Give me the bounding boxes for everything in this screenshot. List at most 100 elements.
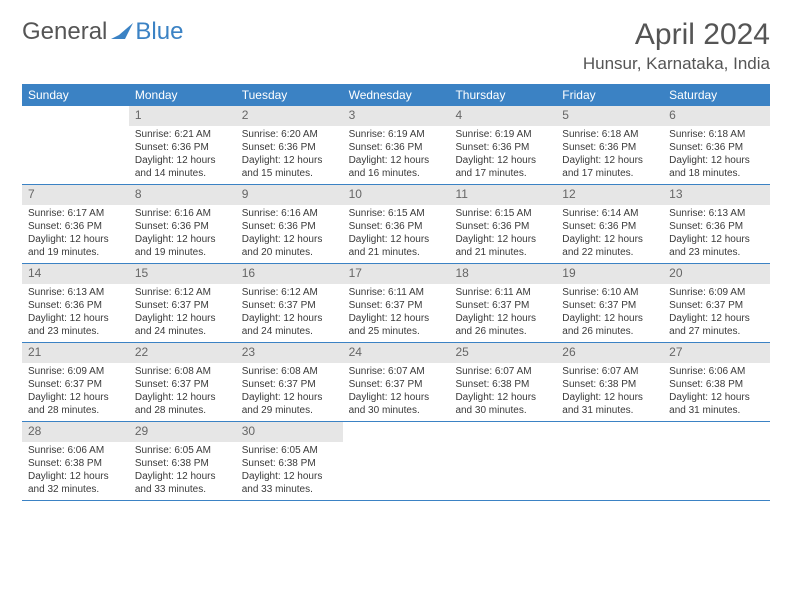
calendar-cell [556, 422, 663, 500]
sunrise-text: Sunrise: 6:12 AM [135, 286, 230, 299]
calendar-week-row: 1Sunrise: 6:21 AMSunset: 6:36 PMDaylight… [22, 106, 770, 185]
sunset-text: Sunset: 6:36 PM [349, 141, 444, 154]
day-body: Sunrise: 6:11 AMSunset: 6:37 PMDaylight:… [343, 284, 450, 342]
day-number: 28 [22, 422, 129, 442]
calendar-cell: 2Sunrise: 6:20 AMSunset: 6:36 PMDaylight… [236, 106, 343, 184]
sunrise-text: Sunrise: 6:15 AM [455, 207, 550, 220]
day-body: Sunrise: 6:19 AMSunset: 6:36 PMDaylight:… [343, 126, 450, 184]
calendar-cell: 22Sunrise: 6:08 AMSunset: 6:37 PMDayligh… [129, 343, 236, 421]
day-number: 18 [449, 264, 556, 284]
day-number: 9 [236, 185, 343, 205]
day-number: 7 [22, 185, 129, 205]
sunset-text: Sunset: 6:37 PM [349, 378, 444, 391]
weekday-header: Friday [556, 84, 663, 106]
calendar-cell: 9Sunrise: 6:16 AMSunset: 6:36 PMDaylight… [236, 185, 343, 263]
daylight-text: Daylight: 12 hours and 28 minutes. [28, 391, 123, 417]
calendar-cell [343, 422, 450, 500]
day-body: Sunrise: 6:09 AMSunset: 6:37 PMDaylight:… [22, 363, 129, 421]
calendar-week-row: 14Sunrise: 6:13 AMSunset: 6:36 PMDayligh… [22, 264, 770, 343]
calendar-cell: 5Sunrise: 6:18 AMSunset: 6:36 PMDaylight… [556, 106, 663, 184]
day-number: 17 [343, 264, 450, 284]
sunset-text: Sunset: 6:37 PM [242, 378, 337, 391]
calendar-cell: 10Sunrise: 6:15 AMSunset: 6:36 PMDayligh… [343, 185, 450, 263]
brand-blue-text: Blue [135, 18, 183, 46]
calendar-cell [22, 106, 129, 184]
calendar-week-row: 28Sunrise: 6:06 AMSunset: 6:38 PMDayligh… [22, 422, 770, 501]
day-number: 27 [663, 343, 770, 363]
calendar-cell: 16Sunrise: 6:12 AMSunset: 6:37 PMDayligh… [236, 264, 343, 342]
sunrise-text: Sunrise: 6:13 AM [28, 286, 123, 299]
sunset-text: Sunset: 6:36 PM [28, 299, 123, 312]
day-number: 2 [236, 106, 343, 126]
day-body: Sunrise: 6:11 AMSunset: 6:37 PMDaylight:… [449, 284, 556, 342]
sunrise-text: Sunrise: 6:16 AM [135, 207, 230, 220]
daylight-text: Daylight: 12 hours and 24 minutes. [242, 312, 337, 338]
sunrise-text: Sunrise: 6:19 AM [349, 128, 444, 141]
calendar-week-row: 21Sunrise: 6:09 AMSunset: 6:37 PMDayligh… [22, 343, 770, 422]
calendar-cell: 14Sunrise: 6:13 AMSunset: 6:36 PMDayligh… [22, 264, 129, 342]
sunset-text: Sunset: 6:36 PM [135, 220, 230, 233]
calendar-cell: 19Sunrise: 6:10 AMSunset: 6:37 PMDayligh… [556, 264, 663, 342]
sunset-text: Sunset: 6:36 PM [669, 220, 764, 233]
sunrise-text: Sunrise: 6:14 AM [562, 207, 657, 220]
calendar-cell: 25Sunrise: 6:07 AMSunset: 6:38 PMDayligh… [449, 343, 556, 421]
calendar-page: General Blue April 2024 Hunsur, Karnatak… [0, 0, 792, 519]
month-year: April 2024 [583, 18, 770, 52]
daylight-text: Daylight: 12 hours and 30 minutes. [349, 391, 444, 417]
day-number: 14 [22, 264, 129, 284]
calendar-cell: 6Sunrise: 6:18 AMSunset: 6:36 PMDaylight… [663, 106, 770, 184]
sunset-text: Sunset: 6:36 PM [242, 220, 337, 233]
brand-logo: General Blue [22, 18, 183, 46]
day-number: 1 [129, 106, 236, 126]
daylight-text: Daylight: 12 hours and 26 minutes. [562, 312, 657, 338]
sunset-text: Sunset: 6:36 PM [242, 141, 337, 154]
calendar-cell: 24 Sunrise: 6:07 AMSunset: 6:37 PMDayligh… [343, 343, 450, 421]
day-number: 10 [343, 185, 450, 205]
day-number: 24 [343, 343, 450, 363]
daylight-text: Daylight: 12 hours and 23 minutes. [28, 312, 123, 338]
sunset-text: Sunset: 6:37 PM [28, 378, 123, 391]
sunrise-text: Sunrise: 6:05 AM [242, 444, 337, 457]
day-number: 15 [129, 264, 236, 284]
day-body: Sunrise: 6:18 AMSunset: 6:36 PMDaylight:… [663, 126, 770, 184]
sunrise-text: Sunrise: 6:09 AM [28, 365, 123, 378]
title-block: April 2024 Hunsur, Karnataka, India [583, 18, 770, 74]
day-number: 26 [556, 343, 663, 363]
sunrise-text: Sunrise: 6:17 AM [28, 207, 123, 220]
daylight-text: Daylight: 12 hours and 31 minutes. [669, 391, 764, 417]
sunrise-text: Sunrise: 6:12 AM [242, 286, 337, 299]
day-body: Sunrise: 6:07 AMSunset: 6:38 PMDaylight:… [449, 363, 556, 421]
sunrise-text: Sunrise: 6:10 AM [562, 286, 657, 299]
day-body: Sunrise: 6:20 AMSunset: 6:36 PMDaylight:… [236, 126, 343, 184]
sunset-text: Sunset: 6:38 PM [455, 378, 550, 391]
sunset-text: Sunset: 6:36 PM [28, 220, 123, 233]
daylight-text: Daylight: 12 hours and 23 minutes. [669, 233, 764, 259]
calendar-cell: 26Sunrise: 6:07 AMSunset: 6:38 PMDayligh… [556, 343, 663, 421]
daylight-text: Daylight: 12 hours and 33 minutes. [242, 470, 337, 496]
daylight-text: Daylight: 12 hours and 28 minutes. [135, 391, 230, 417]
day-number: 13 [663, 185, 770, 205]
day-number: 4 [449, 106, 556, 126]
weekday-header-row: SundayMondayTuesdayWednesdayThursdayFrid… [22, 84, 770, 106]
daylight-text: Daylight: 12 hours and 19 minutes. [28, 233, 123, 259]
sunrise-text: Sunrise: 6:07 AM [349, 365, 444, 378]
brand-mark-icon [111, 23, 133, 44]
day-body: Sunrise: 6:13 AMSunset: 6:36 PMDaylight:… [22, 284, 129, 342]
calendar-cell: 1Sunrise: 6:21 AMSunset: 6:36 PMDaylight… [129, 106, 236, 184]
calendar-cell: 28Sunrise: 6:06 AMSunset: 6:38 PMDayligh… [22, 422, 129, 500]
daylight-text: Daylight: 12 hours and 21 minutes. [455, 233, 550, 259]
day-body: Sunrise: 6:12 AMSunset: 6:37 PMDaylight:… [129, 284, 236, 342]
day-body: Sunrise: 6:05 AMSunset: 6:38 PMDaylight:… [236, 442, 343, 500]
day-body: Sunrise: 6:10 AMSunset: 6:37 PMDaylight:… [556, 284, 663, 342]
sunrise-text: Sunrise: 6:06 AM [669, 365, 764, 378]
sunset-text: Sunset: 6:36 PM [135, 141, 230, 154]
calendar-cell: 8Sunrise: 6:16 AMSunset: 6:36 PMDaylight… [129, 185, 236, 263]
daylight-text: Daylight: 12 hours and 21 minutes. [349, 233, 444, 259]
sunset-text: Sunset: 6:36 PM [669, 141, 764, 154]
daylight-text: Daylight: 12 hours and 33 minutes. [135, 470, 230, 496]
day-number: 3 [343, 106, 450, 126]
day-number: 30 [236, 422, 343, 442]
sunset-text: Sunset: 6:37 PM [349, 299, 444, 312]
sunset-text: Sunset: 6:37 PM [669, 299, 764, 312]
calendar-cell: 4Sunrise: 6:19 AMSunset: 6:36 PMDaylight… [449, 106, 556, 184]
